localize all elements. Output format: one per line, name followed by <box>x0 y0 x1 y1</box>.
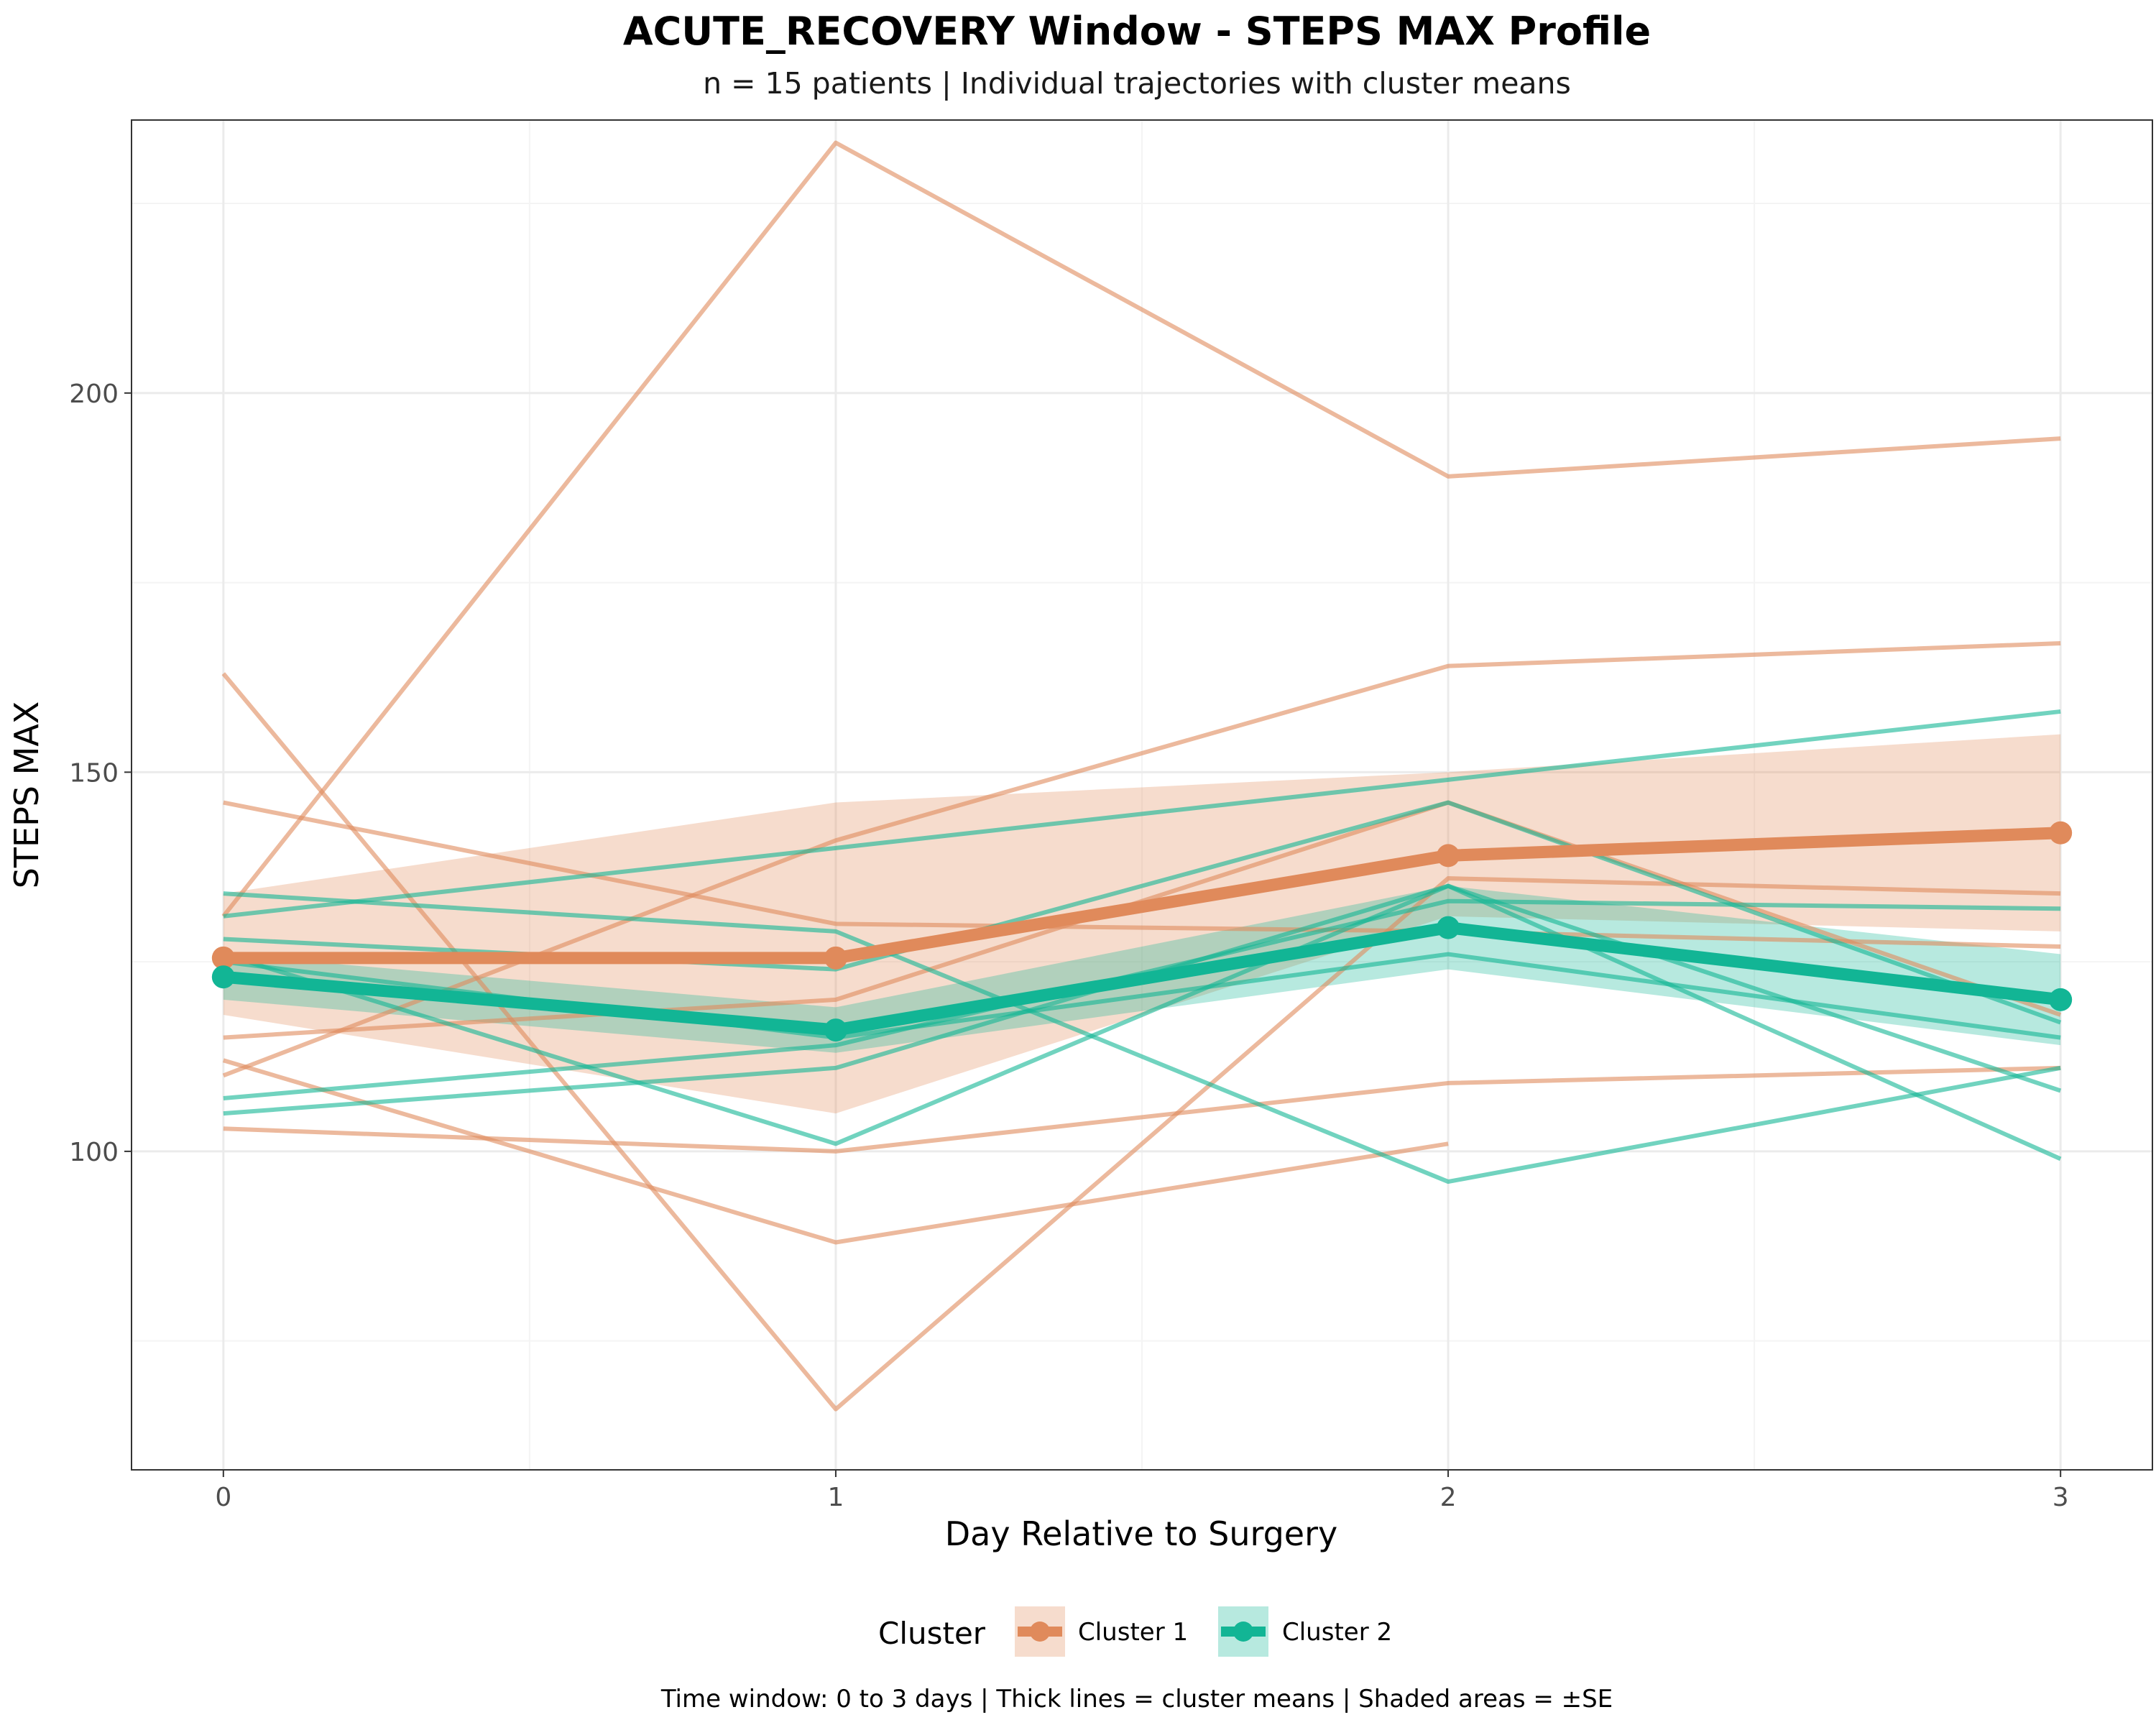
trajectory-line-6 <box>223 1065 2061 1154</box>
x-tick-label-1: 1 <box>827 1483 844 1512</box>
mean-point-cluster-2-day-1 <box>824 1018 847 1042</box>
trajectory-line-3 <box>223 800 2061 949</box>
trajectory-line-13 <box>222 883 2062 1146</box>
trajectory-line-1 <box>221 140 2061 918</box>
x-tick-label-3: 3 <box>2053 1483 2069 1512</box>
axis-ticks: 100 150 200 0 1 2 3 <box>69 380 2068 1512</box>
cluster-mean-lines <box>211 821 2073 1042</box>
mean-point-cluster-2-day-3 <box>2049 988 2073 1011</box>
mean-line-cluster-1 <box>223 827 2061 965</box>
mean-line-cluster-2 <box>223 921 2062 1036</box>
y-tick-label-0: 100 <box>69 1138 119 1167</box>
mean-point-cluster-1-day-3 <box>2049 821 2073 845</box>
y-tick-label-2: 200 <box>69 380 119 409</box>
chart-title: ACUTE_RECOVERY Window - STEPS MAX Profil… <box>623 9 1651 54</box>
legend-title: Cluster <box>878 1616 986 1651</box>
trajectory-line-4 <box>221 672 2061 1412</box>
trajectory-line-7 <box>222 1058 1449 1245</box>
x-axis-title: Day Relative to Surgery <box>945 1514 1337 1553</box>
mean-point-cluster-2-day-2 <box>1437 916 1460 939</box>
legend-key-cluster-1 <box>1015 1606 1065 1657</box>
y-tick-label-1: 150 <box>69 758 119 788</box>
legend-label-cluster-2: Cluster 2 <box>1282 1618 1392 1647</box>
gridlines <box>132 120 2152 1470</box>
mean-point-cluster-1-day-0 <box>211 946 235 970</box>
mean-point-cluster-2-day-0 <box>211 965 235 989</box>
x-tick-label-2: 2 <box>1440 1483 1457 1512</box>
legend-key-cluster-2 <box>1218 1606 1268 1657</box>
trajectory-line-9 <box>223 891 2061 1184</box>
mean-point-cluster-1-day-1 <box>824 946 847 970</box>
y-axis-title: STEPS MAX <box>7 702 46 889</box>
chart-subtitle: n = 15 patients | Individual trajectorie… <box>703 66 1571 101</box>
caption: Time window: 0 to 3 days | Thick lines =… <box>660 1685 1613 1714</box>
mean-point-cluster-1-day-2 <box>1437 844 1460 868</box>
plot-border <box>131 119 2153 1471</box>
trajectory-line-8 <box>223 709 2061 919</box>
legend: Cluster Cluster 1 Cluster 2 <box>878 1606 1392 1657</box>
legend-label-cluster-1: Cluster 1 <box>1078 1618 1188 1647</box>
x-tick-label-0: 0 <box>215 1483 231 1512</box>
